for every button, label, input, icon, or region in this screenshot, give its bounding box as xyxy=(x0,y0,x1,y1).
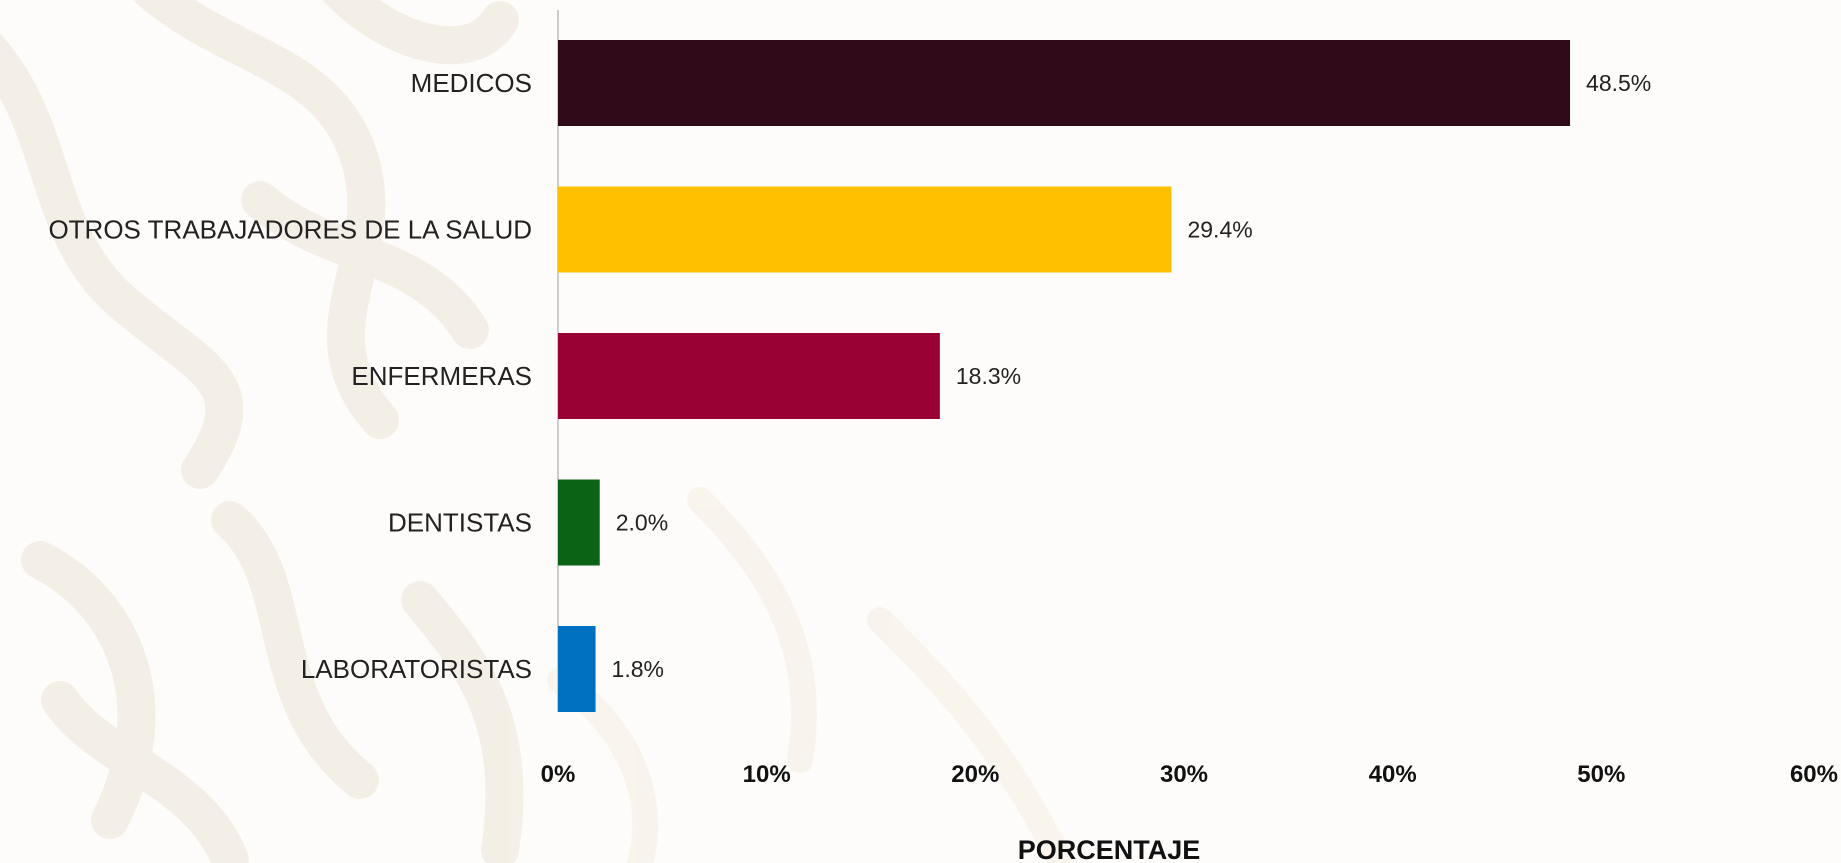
x-tick-label: 30% xyxy=(1160,761,1208,788)
bar xyxy=(558,333,940,419)
bar xyxy=(558,186,1172,273)
x-tick-label: 10% xyxy=(743,761,791,788)
x-tick-label: 20% xyxy=(951,761,999,788)
data-label: 2.0% xyxy=(616,510,668,536)
data-label: 1.8% xyxy=(612,656,664,682)
category-label: DENTISTAS xyxy=(388,508,532,538)
x-axis-title: PORCENTAJE xyxy=(1018,835,1201,863)
category-label: ENFERMERAS xyxy=(351,361,532,391)
data-label: 18.3% xyxy=(956,363,1021,389)
x-tick-label: 0% xyxy=(541,761,576,788)
category-label: OTROS TRABAJADORES DE LA SALUD xyxy=(48,215,532,245)
x-tick-label: 40% xyxy=(1369,761,1417,788)
data-label: 29.4% xyxy=(1187,217,1252,243)
category-label: MEDICOS xyxy=(411,68,532,98)
bar xyxy=(558,479,600,566)
data-label: 48.5% xyxy=(1586,70,1651,96)
bar xyxy=(558,626,596,712)
category-label: LABORATORISTAS xyxy=(301,654,532,684)
bar xyxy=(558,40,1571,126)
x-tick-label: 50% xyxy=(1577,761,1625,788)
x-tick-label: 60% xyxy=(1790,761,1838,788)
